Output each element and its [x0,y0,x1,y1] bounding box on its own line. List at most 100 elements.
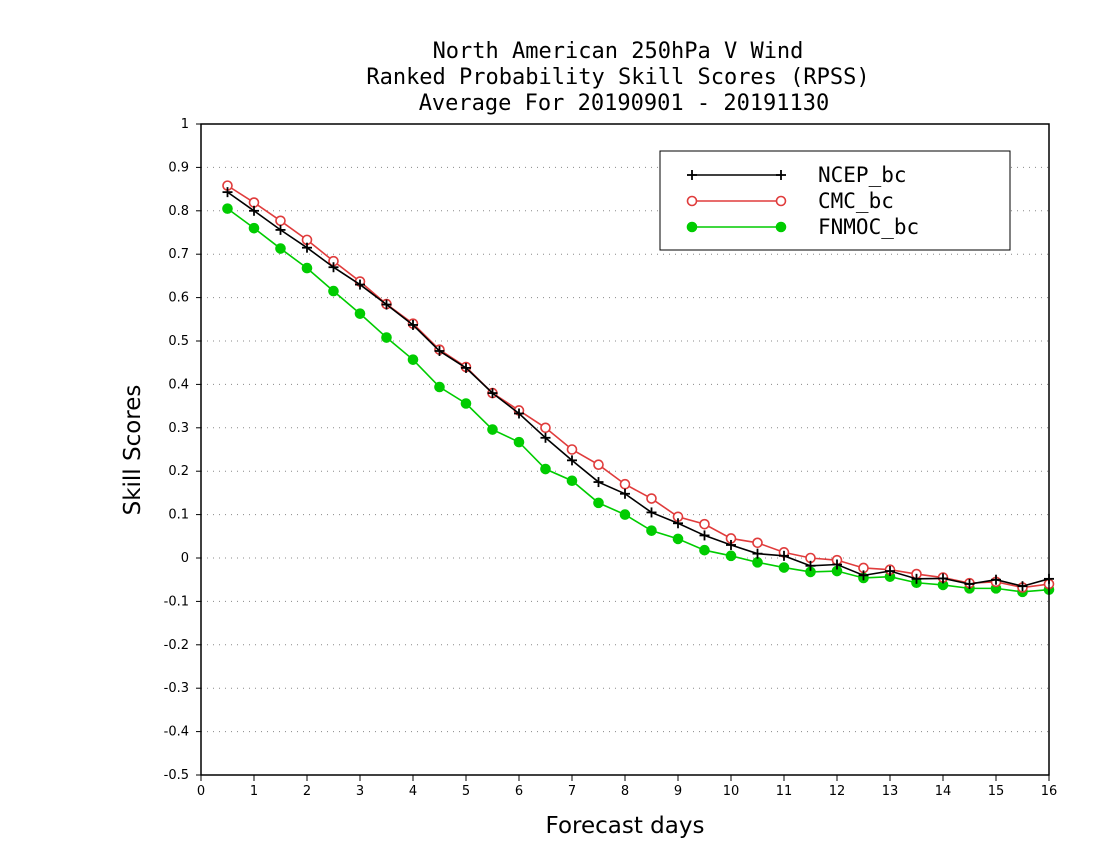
y-tick-label: 0.3 [168,421,189,436]
data-point-cmc-bc [540,422,551,434]
y-tick-label: 1 [181,117,189,132]
data-point-ncep-bc [593,477,604,488]
x-tick-label: 6 [515,784,523,799]
data-point-ncep-bc [673,518,683,529]
data-point-ncep-bc [1017,581,1028,592]
title-line-1: North American 250hPa V Wind [433,39,804,64]
series-ncep-bc [222,187,1054,592]
x-tick-label: 0 [197,784,205,799]
data-point-ncep-bc [858,570,869,581]
data-point-fnmoc-bc [275,243,286,254]
data-point-ncep-bc [779,550,789,561]
data-point-fnmoc-bc [513,436,525,448]
data-point-fnmoc-bc [354,308,366,319]
data-point-cmc-bc [593,459,604,470]
series-line-ncep-bc [227,191,1050,588]
legend-label-cmc-bc: CMC_bc [818,189,894,213]
data-point-fnmoc-bc [566,475,578,487]
plot-frame [200,123,1050,776]
data-point-fnmoc-bc [487,424,498,435]
data-series [222,180,1055,598]
title-line-3: Average For 20190901 - 20191130 [419,91,830,116]
data-point-fnmoc-bc [778,562,790,573]
data-point-ncep-bc [752,548,763,559]
x-tick-label: 5 [462,784,470,799]
data-point-ncep-bc [911,573,922,584]
data-point-ncep-bc [222,187,233,198]
data-point-fnmoc-bc [301,262,313,274]
data-point-fnmoc-bc [248,222,260,234]
data-point-ncep-bc [434,345,445,356]
data-point-cmc-bc [699,518,710,530]
y-tick-label: -0.4 [164,725,189,740]
data-point-ncep-bc [805,560,816,571]
y-tick-label: 0.2 [168,464,189,479]
y-tick-label: -0.3 [164,681,189,696]
data-point-fnmoc-bc [725,550,737,562]
series-line-fnmoc-bc [227,207,1050,593]
chart-title: North American 250hPa V Wind Ranked Prob… [366,39,869,116]
y-tick-label: 0.5 [168,334,189,349]
legend-marker-cmc-bc [686,195,698,207]
x-tick-label: 15 [988,784,1005,799]
data-point-ncep-bc [514,408,524,419]
data-point-fnmoc-bc [672,533,684,545]
x-axis-label: Forecast days [546,813,705,839]
legend-marker-fnmoc-bc [775,221,787,233]
data-point-ncep-bc [726,539,736,550]
data-point-fnmoc-bc [646,525,657,536]
series-fnmoc-bc [222,203,1055,598]
data-point-fnmoc-bc [699,544,710,556]
data-point-cmc-bc [752,537,763,549]
y-tick-label: -0.5 [164,768,189,783]
x-tick-label: 9 [674,784,682,799]
legend-marker-ncep-bc [776,170,786,180]
data-point-ncep-bc [408,319,418,330]
x-tick-label: 4 [409,784,417,799]
data-point-ncep-bc [540,432,551,443]
legend-marker-fnmoc-bc [686,221,698,233]
y-tick-label: 0.8 [168,204,189,219]
y-tick-label: -0.1 [164,594,189,609]
legend-marker-ncep-bc [687,170,697,180]
legend-item-ncep-bc: NCEP_bc [687,163,907,187]
data-point-ncep-bc [328,262,339,273]
y-tick-label: 0.1 [168,508,189,523]
x-tick-label: 7 [568,784,576,799]
x-tick-label: 8 [621,784,629,799]
x-tick-label: 16 [1041,784,1058,799]
x-tick-label: 11 [776,784,793,799]
data-point-ncep-bc [991,574,1001,585]
data-point-fnmoc-bc [434,381,445,393]
y-tick-label: -0.2 [164,638,189,653]
data-point-cmc-bc [646,493,657,504]
x-tick-label: 2 [303,784,311,799]
data-point-ncep-bc [567,455,577,466]
data-point-fnmoc-bc [540,463,551,475]
x-tick-label: 14 [935,784,952,799]
data-point-cmc-bc [248,197,260,208]
x-tick-label: 12 [829,784,846,799]
data-point-ncep-bc [302,242,312,253]
data-point-ncep-bc [885,566,895,577]
data-point-ncep-bc [699,530,710,541]
data-point-ncep-bc [381,299,392,310]
y-axis-label: Skill Scores [120,385,146,516]
legend-label-fnmoc-bc: FNMOC_bc [818,215,919,239]
data-point-cmc-bc [619,478,631,490]
legend-item-fnmoc-bc: FNMOC_bc [686,215,919,239]
data-point-ncep-bc [832,559,842,570]
data-point-ncep-bc [355,279,365,290]
x-tick-label: 13 [882,784,899,799]
legend-item-cmc-bc: CMC_bc [686,189,894,213]
data-point-ncep-bc [964,579,975,590]
x-tick-label: 3 [356,784,364,799]
data-point-fnmoc-bc [752,557,763,568]
y-tick-label: 0.4 [168,377,189,392]
data-point-ncep-bc [646,507,657,518]
data-point-ncep-bc [938,573,948,584]
axis-ticks: 1 0.9 0.8 0.7 0.6 0.5 0.4 0.3 0.2 0.1 0 -0.1 -0.2 -0.… [164,117,1058,799]
data-point-ncep-bc [620,488,630,499]
data-point-fnmoc-bc [460,398,472,409]
